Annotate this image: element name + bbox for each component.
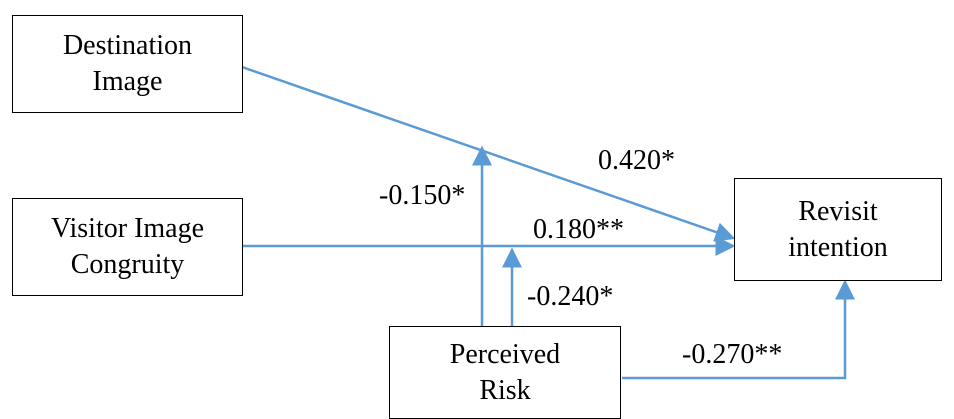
node-visitor-image-congruity: Visitor Image Congruity xyxy=(12,198,243,296)
node-destination-image-label: Destination Image xyxy=(62,30,193,97)
node-revisit-intention-label: Revisit intention xyxy=(788,195,888,263)
node-perceived-risk: Perceived Risk xyxy=(389,326,621,419)
edge-label-risk-to-revisit: -0.270** xyxy=(682,339,783,370)
node-visitor-image-congruity-label: Visitor Image Congruity xyxy=(50,213,205,280)
node-destination-image: Destination Image xyxy=(12,15,243,113)
node-revisit-intention: Revisit intention xyxy=(734,178,942,281)
edge-label-risk-moderates-destination: -0.150* xyxy=(379,180,466,211)
node-perceived-risk-label: Perceived Risk xyxy=(449,338,561,406)
edge-label-destination-to-revisit: 0.420* xyxy=(598,145,675,176)
edge-label-visitor-to-revisit: 0.180** xyxy=(533,214,624,245)
edge-label-risk-moderates-visitor: -0.240* xyxy=(527,281,614,312)
arrow-risk-to-revisit xyxy=(622,279,855,380)
